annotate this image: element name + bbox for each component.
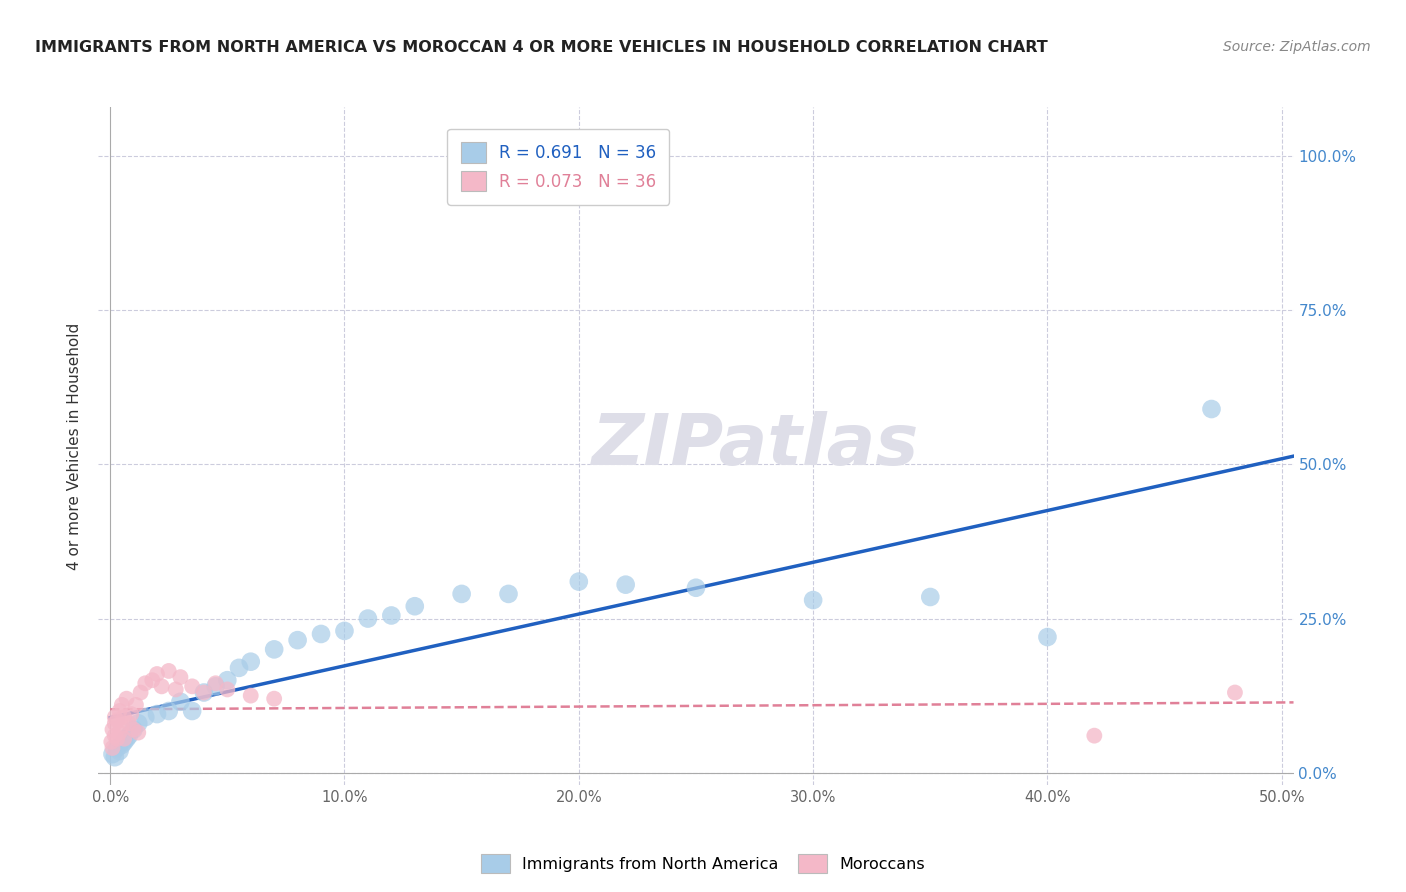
Point xyxy=(101,741,124,756)
Point xyxy=(614,577,637,591)
Text: Source: ZipAtlas.com: Source: ZipAtlas.com xyxy=(1223,40,1371,54)
Legend: Immigrants from North America, Moroccans: Immigrants from North America, Moroccans xyxy=(474,847,932,880)
Y-axis label: 4 or more Vehicles in Household: 4 or more Vehicles in Household xyxy=(67,322,83,570)
Point xyxy=(111,719,134,733)
Point xyxy=(150,679,173,693)
Legend: R = 0.691   N = 36, R = 0.073   N = 36: R = 0.691 N = 36, R = 0.073 N = 36 xyxy=(447,129,669,204)
Point xyxy=(108,704,131,718)
Point xyxy=(101,723,124,737)
Point xyxy=(115,691,138,706)
Point xyxy=(112,735,135,749)
Point xyxy=(101,747,124,761)
Point xyxy=(204,676,226,690)
Point xyxy=(239,689,262,703)
Point xyxy=(228,661,250,675)
Point xyxy=(239,655,262,669)
Point xyxy=(801,593,824,607)
Point xyxy=(115,731,138,746)
Point xyxy=(157,704,180,718)
Point xyxy=(127,725,149,739)
Point xyxy=(498,587,520,601)
Point xyxy=(129,685,152,699)
Point xyxy=(157,664,180,678)
Point xyxy=(193,685,215,699)
Point xyxy=(263,642,285,657)
Point xyxy=(112,731,135,746)
Point xyxy=(169,670,191,684)
Point xyxy=(104,716,127,731)
Point xyxy=(118,729,141,743)
Point xyxy=(108,744,131,758)
Point xyxy=(146,667,169,681)
Point xyxy=(105,731,128,746)
Point xyxy=(309,627,332,641)
Point xyxy=(1201,402,1223,417)
Point xyxy=(1083,729,1105,743)
Point xyxy=(181,679,204,693)
Point xyxy=(165,682,187,697)
Point xyxy=(104,750,127,764)
Point xyxy=(169,695,191,709)
Point xyxy=(125,698,148,712)
Point xyxy=(181,704,204,718)
Point xyxy=(104,710,127,724)
Point xyxy=(122,723,145,737)
Point xyxy=(146,707,169,722)
Point xyxy=(105,713,128,727)
Point xyxy=(111,738,134,752)
Point xyxy=(122,723,145,737)
Point xyxy=(450,587,472,601)
Point xyxy=(204,679,226,693)
Point xyxy=(380,608,402,623)
Point xyxy=(333,624,356,638)
Point xyxy=(1036,630,1059,644)
Point xyxy=(127,716,149,731)
Point xyxy=(120,707,142,722)
Point xyxy=(568,574,591,589)
Point xyxy=(111,698,134,712)
Point xyxy=(920,590,942,604)
Point xyxy=(134,676,156,690)
Point xyxy=(104,729,127,743)
Point xyxy=(100,735,122,749)
Point xyxy=(118,716,141,731)
Text: ZIPatlas: ZIPatlas xyxy=(592,411,920,481)
Point xyxy=(287,633,309,648)
Point xyxy=(134,710,156,724)
Point xyxy=(141,673,163,688)
Point xyxy=(217,682,239,697)
Point xyxy=(685,581,707,595)
Point xyxy=(193,685,215,699)
Point xyxy=(108,725,131,739)
Point xyxy=(357,611,380,625)
Text: IMMIGRANTS FROM NORTH AMERICA VS MOROCCAN 4 OR MORE VEHICLES IN HOUSEHOLD CORREL: IMMIGRANTS FROM NORTH AMERICA VS MOROCCA… xyxy=(35,40,1047,55)
Point xyxy=(263,691,285,706)
Point xyxy=(1223,685,1246,699)
Point xyxy=(105,741,128,756)
Point xyxy=(404,599,426,614)
Point xyxy=(217,673,239,688)
Point xyxy=(112,710,135,724)
